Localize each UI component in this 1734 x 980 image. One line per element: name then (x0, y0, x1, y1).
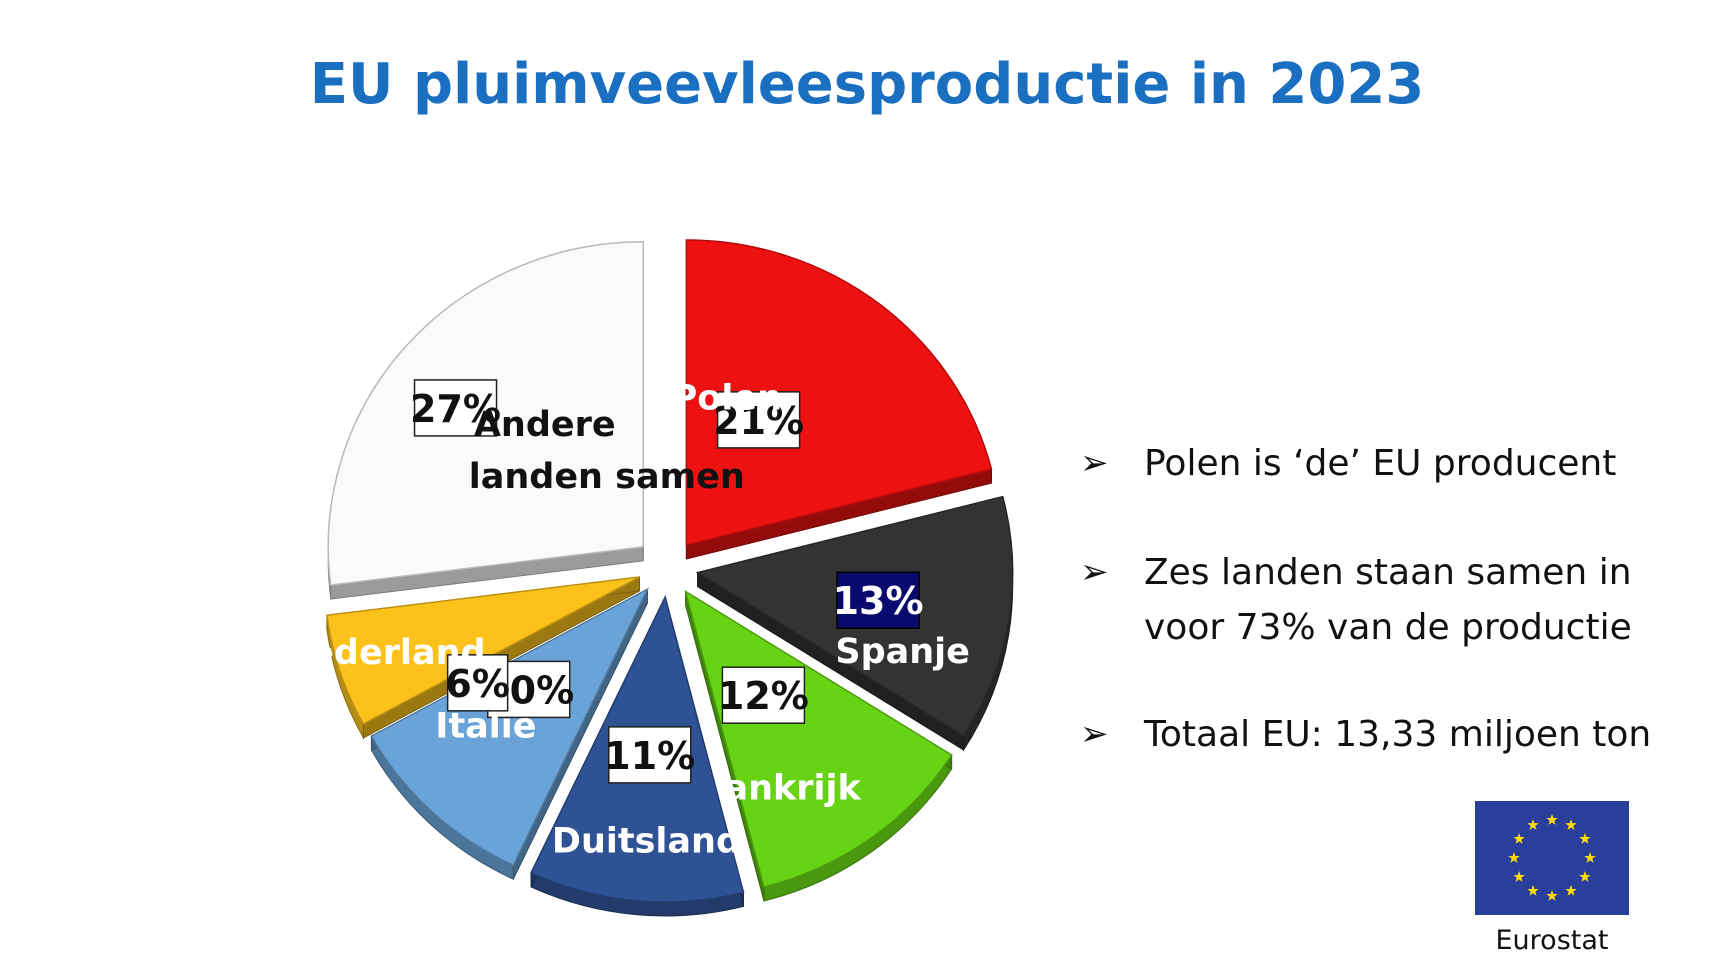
pie-slice-nederland: 6%Nederland (281, 576, 640, 740)
star-icon (1508, 852, 1520, 863)
pie-slice-andere-landen-samen: 27%Andere landen samen (327, 241, 745, 600)
star-icon (1527, 884, 1539, 896)
slice-top (684, 589, 953, 888)
slice-label-nederland: Nederland (281, 633, 486, 673)
chart-title: EU pluimveevleesproductie in 2023 (309, 52, 1425, 117)
pie-slice-duitsland: 11% Duitsland (530, 594, 745, 917)
eu-flag-icon (1475, 801, 1629, 915)
slice-label-andere-landen-samen: Andere landen samen (469, 405, 745, 497)
value-label-duitsland: 11% (604, 734, 695, 778)
bullet-text: Zes landen staan samen in voor 73% van d… (1144, 552, 1632, 648)
slice-label-polen: Polen (672, 379, 782, 419)
star-icon (1546, 890, 1558, 901)
star-icon (1513, 871, 1525, 882)
value-label-box (608, 726, 692, 784)
value-label-box (836, 571, 920, 629)
value-label-box (721, 666, 806, 724)
value-label-spanje: 13% (833, 579, 924, 623)
star-icon (1579, 833, 1591, 844)
star-icon (1579, 871, 1591, 882)
star-icon (1584, 852, 1596, 863)
value-label-andere-landen-samen: 27% (410, 387, 501, 431)
slice-label-italie: Italië (435, 706, 536, 746)
pie-slice-spanje: 13% Spanje (695, 495, 1014, 752)
bullet-item: ➢ Zes landen staan samen in voor 73% van… (1080, 545, 1720, 655)
bullet-list: ➢ Polen is ‘de’ EU producent ➢ Zes lande… (1080, 436, 1720, 816)
value-label-box (716, 391, 801, 449)
slice-top (326, 576, 640, 725)
bullet-item: ➢ Totaal EU: 13,33 miljoen ton (1080, 707, 1720, 762)
slice-top (370, 587, 650, 867)
star-icon (1565, 819, 1577, 830)
source-label: Eurostat (1495, 925, 1609, 956)
slice-top (685, 239, 993, 546)
star-icon (1527, 819, 1539, 830)
pie-slice-frankrijk: 12%Frankrijk (684, 589, 953, 902)
star-icon (1513, 833, 1525, 844)
slice-label-spanje: Spanje (835, 632, 970, 672)
arrow-bullet-icon: ➢ (1080, 443, 1109, 483)
value-label-box (413, 379, 498, 437)
bullet-text: Totaal EU: 13,33 miljoen ton (1144, 714, 1652, 755)
value-label-polen: 21% (713, 399, 804, 443)
pie-slice-polen: 21%Polen (672, 239, 993, 560)
bullet-item: ➢ Polen is ‘de’ EU producent (1080, 436, 1720, 491)
star-icon (1546, 814, 1558, 825)
value-label-box (446, 654, 509, 712)
value-label-frankrijk: 12% (718, 674, 809, 718)
bullet-text: Polen is ‘de’ EU producent (1144, 443, 1617, 484)
pie-slice-italie: 10%Italië (370, 587, 650, 880)
value-label-nederland: 6% (445, 662, 510, 706)
slice-label-duitsland: Duitsland (552, 821, 741, 861)
arrow-bullet-icon: ➢ (1080, 714, 1109, 754)
arrow-bullet-icon: ➢ (1080, 552, 1109, 592)
star-icon (1565, 884, 1577, 896)
